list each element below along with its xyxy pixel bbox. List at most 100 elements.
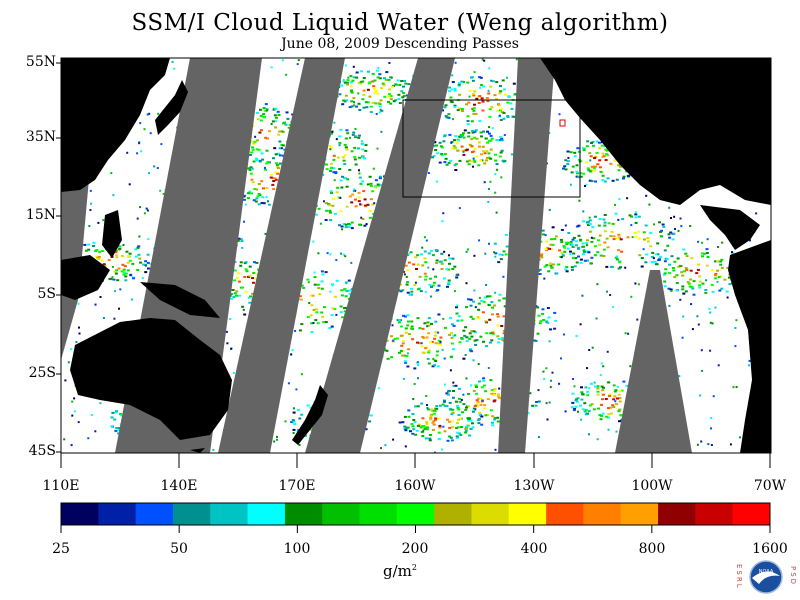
cloud-pixel: [593, 245, 597, 248]
cloud-pixel: [328, 145, 332, 147]
cloud-pixel: [540, 256, 544, 259]
lat-label-55n: 55N: [25, 54, 56, 70]
cloud-pixel: [368, 175, 372, 178]
cloud-pixel: [235, 290, 239, 293]
cloud-pixel: [498, 397, 502, 400]
cloud-pixel: [475, 137, 479, 140]
cloud-pixel: [553, 237, 557, 240]
cloud-pixel: [472, 107, 476, 110]
cloud-pixel: [464, 428, 468, 430]
cloud-pixel: [471, 422, 474, 425]
cloud-pixel: [244, 203, 247, 206]
cloud-pixel: [482, 377, 486, 380]
cloud-pixel: [485, 150, 489, 153]
cloud-pixel: [580, 386, 583, 389]
cloud-pixel: [575, 261, 579, 264]
cloud-pixel: [644, 224, 648, 227]
cloud-pixel: [422, 429, 425, 432]
cloud-pixel: [248, 265, 252, 268]
cloud-pixel: [608, 394, 611, 397]
cloud-pixel: [357, 92, 360, 95]
cloud-pixel: [470, 330, 474, 333]
cloud-pixel: [569, 151, 573, 154]
cloud-pixel: [652, 257, 655, 260]
cloud-pixel: [404, 331, 408, 334]
cloud-pixel: [283, 148, 287, 151]
cloud-pixel: [361, 140, 363, 143]
cloud-pixel: [230, 347, 233, 350]
cloud-pixel: [473, 254, 476, 257]
cloud-pixel: [734, 327, 737, 329]
lat-label-15n: 15N: [25, 207, 56, 223]
cloud-pixel: [271, 120, 275, 123]
cloud-pixel: [538, 322, 542, 325]
swath-gap: [498, 58, 555, 453]
cloud-pixel: [619, 238, 623, 241]
cloud-pixel: [256, 195, 260, 198]
cloud-pixel: [461, 110, 464, 112]
cloud-pixel: [448, 401, 452, 404]
cloud-pixel: [257, 203, 261, 206]
cloud-pixel: [454, 400, 458, 403]
cloud-pixel: [431, 428, 435, 431]
cloud-pixel: [558, 382, 561, 385]
cloud-pixel: [719, 260, 723, 263]
cloud-pixel: [435, 262, 439, 264]
cloud-pixel: [589, 155, 593, 158]
cloud-pixel: [432, 412, 436, 415]
cloud-pixel: [598, 218, 602, 220]
cloud-pixel: [587, 224, 591, 226]
cloud-pixel: [495, 163, 499, 166]
cloud-pixel: [73, 397, 76, 400]
cloud-pixel: [417, 361, 419, 364]
cloud-pixel: [612, 384, 616, 387]
cloud-pixel: [89, 209, 92, 211]
cloud-pixel: [302, 286, 306, 289]
colorbar-swatch: [396, 503, 435, 525]
cloud-pixel: [368, 210, 372, 212]
cloud-pixel: [450, 420, 454, 423]
land-japan: [155, 80, 188, 135]
cloud-pixel: [729, 443, 732, 446]
cloud-pixel: [291, 419, 295, 422]
cloud-pixel: [309, 406, 313, 409]
cloud-pixel: [588, 230, 592, 233]
cloud-pixel: [650, 255, 654, 258]
map-ticks: [56, 62, 771, 468]
cloud-pixel: [369, 111, 373, 113]
cloud-pixel: [335, 259, 338, 262]
cloud-pixel: [689, 269, 693, 272]
cloud-pixel: [369, 182, 373, 185]
cloud-pixel: [560, 256, 563, 259]
cloud-pixel: [614, 400, 617, 403]
cloud-pixel: [319, 222, 322, 225]
cloud-pixel: [480, 423, 484, 426]
cloud-pixel: [433, 409, 437, 412]
swath-gap: [305, 58, 455, 453]
cloud-pixel: [565, 266, 569, 268]
cloud-pixel: [720, 258, 724, 261]
cloud-pixel: [507, 95, 511, 98]
cloud-pixel: [426, 321, 430, 324]
cloud-pixel: [494, 255, 497, 258]
cloud-pixel: [566, 160, 570, 163]
cloud-pixel: [582, 149, 586, 152]
cloud-pixel: [449, 96, 453, 99]
cloud-pixel: [471, 317, 475, 320]
cloud-pixel: [117, 429, 121, 432]
cloud-pixel: [329, 190, 333, 193]
cloud-pixel: [444, 326, 447, 329]
cloud-pixel: [435, 259, 439, 262]
cloud-pixel: [621, 218, 625, 221]
cloud-pixel: [316, 283, 320, 286]
cloud-pixel: [340, 289, 344, 292]
cloud-pixel: [499, 85, 502, 87]
cloud-pixel: [482, 150, 485, 153]
cloud-pixel: [460, 337, 464, 340]
cloud-pixel: [618, 390, 622, 393]
cloud-pixel: [128, 259, 132, 262]
cloud-pixel: [691, 328, 694, 331]
cloud-pixel: [328, 209, 332, 212]
cloud-pixel: [320, 311, 324, 314]
cloud-pixel: [380, 87, 384, 90]
